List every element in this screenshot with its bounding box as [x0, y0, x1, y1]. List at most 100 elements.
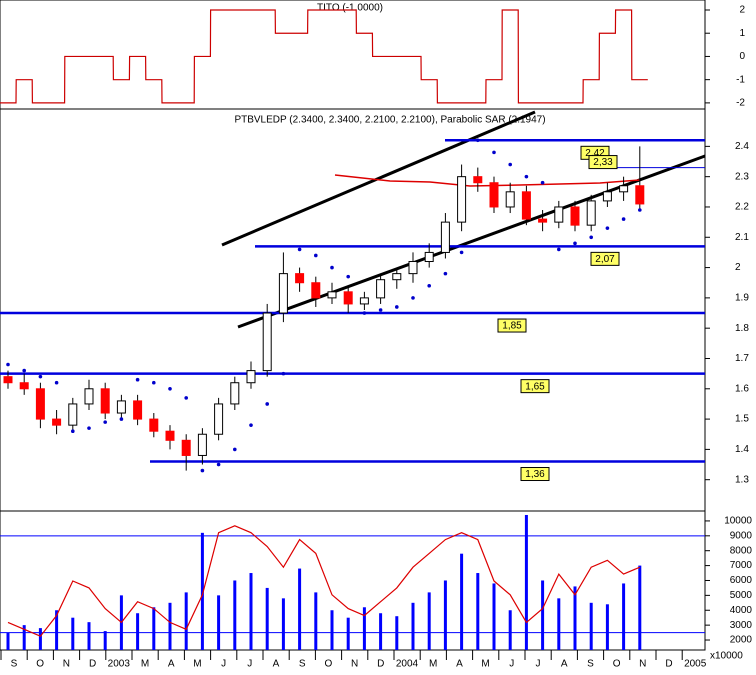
volume-bar	[38, 628, 42, 650]
level-label-box	[520, 379, 550, 394]
sar-dot	[103, 420, 107, 424]
sar-dot	[605, 226, 610, 230]
sar-dot	[22, 368, 27, 373]
tito-tick-label: -2	[736, 98, 745, 109]
sar-dot	[6, 362, 10, 367]
volume-tick-label: 10000	[724, 516, 752, 527]
x-tick-label: D	[665, 659, 672, 670]
sar-dot	[200, 468, 205, 473]
candle-body	[133, 400, 143, 420]
candle-body	[376, 279, 386, 299]
volume-bar	[184, 592, 188, 650]
volume-tick-label: 6000	[730, 575, 753, 586]
candle-body	[473, 176, 483, 184]
volume-bar	[152, 607, 156, 650]
tito-tick-label: 0	[739, 51, 745, 62]
sar-dot	[281, 371, 286, 376]
sar-dot	[152, 380, 156, 385]
level-label: 2,07	[595, 254, 615, 265]
sar-dot	[411, 296, 415, 300]
volume-tick-label: 7000	[730, 560, 753, 571]
candle-body	[343, 291, 353, 305]
candle-body	[327, 291, 337, 299]
sar-dot	[233, 447, 237, 452]
sar-dot	[135, 377, 140, 382]
volume-bar	[443, 580, 447, 650]
y-tick-label: 1.3	[735, 474, 749, 485]
candle-body	[149, 418, 159, 432]
volume-bar	[379, 613, 383, 650]
x-tick-label: O	[325, 659, 333, 670]
volume-bar	[330, 610, 334, 650]
volume-tick-label: 8000	[730, 545, 753, 556]
sar-dot	[459, 250, 464, 255]
candle-body	[311, 282, 321, 299]
x-tick-label: S	[299, 659, 306, 670]
y-tick-label: 1.4	[735, 444, 749, 455]
sar-dot	[87, 426, 91, 430]
candle-body	[619, 185, 629, 193]
candle-body	[84, 388, 94, 405]
volume-unit: x10000	[710, 651, 743, 662]
sar-dot	[346, 274, 351, 279]
candle-body	[440, 221, 450, 253]
tito-tick-label: 1	[739, 28, 745, 39]
x-tick-label: 2004	[396, 659, 419, 670]
level-label: 2,33	[593, 157, 613, 168]
level-label: 1,36	[525, 469, 545, 480]
sar-dot	[508, 162, 512, 167]
sar-dot	[395, 305, 399, 309]
sar-dot	[476, 138, 480, 143]
volume-bar	[346, 617, 350, 650]
sar-dot	[119, 417, 124, 421]
sar-dot	[71, 429, 75, 434]
candle-body	[246, 370, 256, 384]
sar-dot	[540, 180, 545, 185]
candle-body	[181, 439, 191, 456]
sar-dot	[443, 271, 448, 276]
sar-dot	[378, 308, 383, 312]
sar-dot	[362, 311, 367, 315]
x-tick-label: A	[456, 659, 463, 670]
y-tick-label: 2.3	[735, 171, 749, 182]
sar-dot	[184, 396, 188, 400]
sar-dot	[216, 462, 221, 467]
candle-body	[68, 403, 78, 426]
candle-body	[554, 206, 564, 223]
x-tick-label: A	[168, 659, 175, 670]
candle-body	[19, 382, 29, 390]
candle-body	[116, 400, 126, 414]
tito-tick-label: -1	[736, 74, 745, 85]
x-tick-label: 2005	[684, 659, 707, 670]
sar-dot	[492, 150, 496, 155]
x-tick-label: N	[351, 659, 358, 670]
x-tick-label: D	[89, 659, 96, 670]
stochastic-line	[7, 525, 641, 637]
x-tick-label: J	[509, 659, 514, 670]
volume-bar	[557, 598, 561, 650]
x-tick-label: 2003	[108, 659, 131, 670]
candle-body	[408, 261, 418, 275]
volume-bar	[541, 580, 545, 650]
sar-dot	[524, 174, 529, 179]
x-tick-label: J	[247, 659, 252, 670]
candle-body	[3, 376, 13, 384]
volume-bar	[87, 622, 91, 650]
candle-body	[505, 191, 515, 208]
x-tick-label: N	[639, 659, 646, 670]
sar-dot	[427, 283, 432, 288]
x-tick-label: J	[536, 659, 541, 670]
candle-body	[586, 200, 596, 226]
candle-body	[424, 251, 434, 263]
x-tick-label: O	[36, 659, 44, 670]
volume-bar	[589, 602, 593, 650]
x-tick-label: A	[273, 659, 280, 670]
x-tick-label: S	[587, 659, 594, 670]
volume-bar	[71, 617, 75, 650]
volume-bar	[427, 592, 431, 650]
y-tick-label: 1.8	[735, 323, 749, 334]
volume-bar	[200, 532, 204, 650]
volume-bar	[136, 613, 140, 650]
sar-dot	[38, 374, 43, 379]
